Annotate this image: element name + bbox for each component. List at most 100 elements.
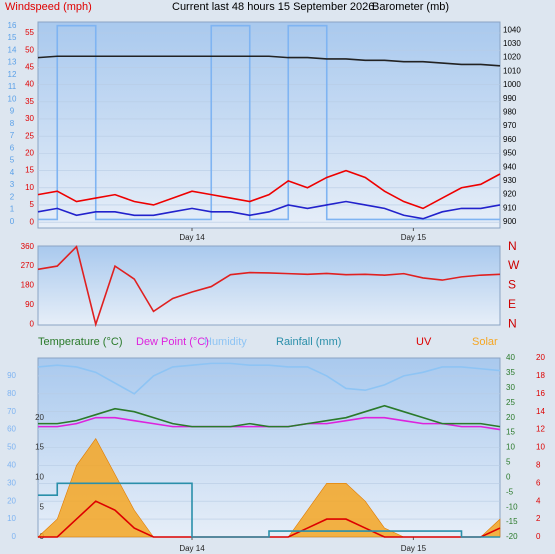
y3-tick-label: 6 [10, 143, 15, 152]
y-tick-label: 90 [25, 300, 34, 309]
y3-tick-label: 4 [10, 168, 15, 177]
y2-tick-label: E [508, 297, 516, 311]
y4-tick-label: 6 [536, 478, 541, 487]
y2-tick-label: 20 [35, 413, 44, 422]
series-line [37, 200, 501, 220]
y2-tick-label: 1010 [503, 66, 521, 75]
y-tick-label: 70 [7, 407, 16, 416]
y-tick-label: 90 [7, 371, 16, 380]
y2-tick-label: N [508, 317, 517, 331]
series-line [38, 404, 501, 428]
y-tick-label: 25 [25, 131, 34, 140]
y-tick-label: 10 [7, 514, 16, 523]
y-tick-label: 30 [25, 114, 34, 123]
y-tick-label: 20 [7, 496, 16, 505]
y3-tick-label: 0 [10, 217, 15, 226]
y4-tick-label: 0 [536, 532, 541, 541]
y4-tick-label: 12 [536, 425, 545, 434]
y4-tick-label: 18 [536, 371, 545, 380]
y3-tick-label: 11 [8, 82, 17, 91]
y4-tick-label: 8 [536, 461, 541, 470]
y3-tick-label: 3 [10, 180, 15, 189]
legend-entry: Dew Point (°C) [136, 336, 209, 348]
legend-entry: Humidity [204, 336, 247, 348]
legend-entry: Rainfall (mm) [276, 336, 341, 348]
plot-area [37, 245, 501, 326]
y3-tick-label: 14 [8, 45, 17, 54]
y-tick-label: 35 [25, 97, 34, 106]
y-axis-title: Windspeed (mph) [5, 1, 92, 13]
x-tick-label: Day 14 [179, 233, 205, 242]
y2-tick-label: W [508, 258, 520, 272]
y3-tick-label: 12 [8, 70, 17, 79]
y4-tick-label: 2 [536, 514, 541, 523]
y3-tick-label: -15 [506, 517, 518, 526]
y4-tick-label: 10 [536, 443, 545, 452]
y3-tick-label: 20 [506, 413, 515, 422]
x-tick-label: Day 14 [179, 544, 205, 553]
y3-tick-label: 30 [506, 383, 515, 392]
y-tick-label: 40 [25, 80, 34, 89]
y-tick-label: 15 [25, 166, 34, 175]
legend-entry: Solar [472, 336, 498, 348]
x-tick-label: Day 15 [401, 233, 427, 242]
y2-tick-label: 940 [503, 162, 517, 171]
y3-tick-label: 9 [10, 107, 15, 116]
y2-tick-label: 910 [503, 203, 517, 212]
y3-tick-label: 10 [506, 443, 515, 452]
y2-tick-label: N [508, 239, 517, 253]
y4-tick-label: 16 [536, 389, 545, 398]
y2-tick-label: 5 [40, 502, 45, 511]
y3-tick-label: 5 [506, 458, 511, 467]
y3-tick-label: 13 [8, 58, 17, 67]
legend-entry: Temperature (°C) [38, 336, 122, 348]
y4-tick-label: 14 [536, 407, 545, 416]
y3-tick-label: 0 [506, 472, 511, 481]
y-tick-label: 55 [25, 28, 34, 37]
series-step [38, 482, 500, 538]
y-tick-label: 360 [21, 242, 35, 251]
y2-tick-label: 930 [503, 176, 517, 185]
y2-tick-label: S [508, 278, 516, 292]
y2-tick-label: 1000 [503, 80, 521, 89]
y2-tick-label: 960 [503, 135, 517, 144]
series-line [37, 169, 501, 210]
y2-tick-label: 920 [503, 190, 517, 199]
y-tick-label: 30 [7, 478, 16, 487]
y-tick-label: 5 [30, 200, 35, 209]
y2-tick-label: 1020 [503, 53, 521, 62]
y3-tick-label: 15 [506, 428, 515, 437]
y-tick-label: 45 [25, 63, 34, 72]
y2-tick-label: 1040 [503, 25, 521, 34]
y-tick-label: 50 [25, 45, 34, 54]
y2-tick-label: 15 [35, 443, 44, 452]
y-tick-label: 270 [21, 261, 35, 270]
y3-tick-label: 16 [8, 21, 17, 30]
y4-tick-label: 20 [536, 353, 545, 362]
y3-tick-label: 7 [10, 131, 15, 140]
y-tick-label: 60 [7, 425, 16, 434]
y3-tick-label: -5 [506, 487, 514, 496]
y3-tick-label: 15 [8, 33, 17, 42]
y-tick-label: 0 [30, 217, 35, 226]
y-tick-label: 0 [12, 532, 17, 541]
y3-tick-label: 2 [10, 192, 15, 201]
y3-tick-label: 1 [10, 205, 15, 214]
plot-area [37, 21, 501, 229]
y4-tick-label: 4 [536, 496, 541, 505]
chart-title: Current last 48 hours 15 September 2026 [172, 1, 374, 13]
y-tick-label: 20 [25, 148, 34, 157]
y2-tick-label: 980 [503, 108, 517, 117]
y2-tick-label: 990 [503, 94, 517, 103]
y3-tick-label: 5 [10, 156, 15, 165]
y-tick-label: 50 [7, 443, 16, 452]
y2-tick-label: 1030 [503, 39, 521, 48]
y3-tick-label: 10 [8, 94, 17, 103]
y3-tick-label: -10 [506, 502, 518, 511]
series-step [38, 24, 500, 221]
y3-tick-label: 40 [506, 353, 515, 362]
y2-tick-label: 970 [503, 121, 517, 130]
series-line [37, 362, 501, 395]
series-line [37, 55, 501, 67]
